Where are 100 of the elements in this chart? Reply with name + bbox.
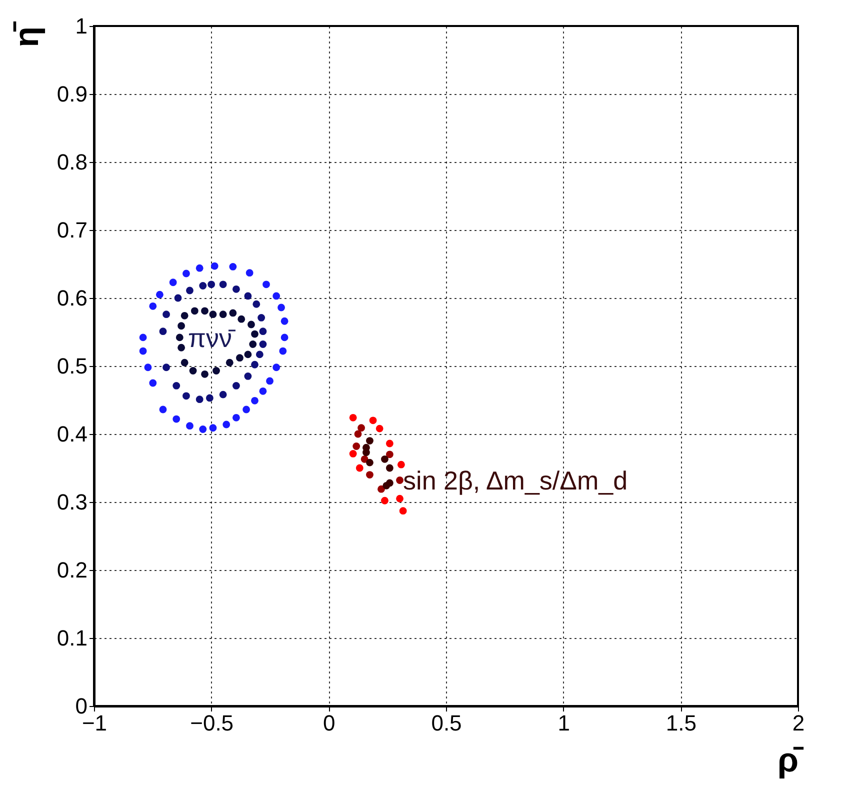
point <box>369 416 377 424</box>
point <box>209 424 217 432</box>
point <box>258 314 266 322</box>
point <box>349 450 357 458</box>
point <box>378 485 385 493</box>
point <box>172 382 180 390</box>
point <box>251 360 258 368</box>
point <box>196 396 204 404</box>
y-tick-label: 0.5 <box>56 354 88 378</box>
point <box>396 476 404 484</box>
x-tick-label: 1.5 <box>666 710 696 736</box>
point <box>174 294 182 302</box>
point <box>229 309 237 317</box>
y-tick-label: 0.8 <box>56 150 88 174</box>
x-tick-label: 0 <box>323 710 336 736</box>
point <box>362 448 370 456</box>
point <box>180 312 188 320</box>
point <box>242 406 250 414</box>
annotation: πνν̄ <box>188 323 236 353</box>
point <box>178 322 186 330</box>
point <box>172 415 180 423</box>
y-axis-title: η̄ <box>8 20 46 48</box>
point <box>366 458 374 466</box>
point <box>386 440 394 448</box>
point <box>212 367 220 374</box>
point <box>352 442 360 450</box>
point <box>232 382 240 390</box>
point <box>272 292 280 300</box>
point <box>360 455 368 463</box>
y-tick-label: 0 <box>75 694 88 718</box>
point <box>399 507 407 515</box>
point <box>280 334 288 342</box>
point <box>266 377 274 385</box>
point <box>219 310 227 318</box>
point <box>248 320 255 328</box>
point <box>279 347 287 355</box>
point <box>358 424 365 432</box>
point <box>354 430 362 438</box>
point <box>180 358 188 366</box>
y-tick-label: 0.3 <box>56 490 88 514</box>
point <box>189 367 197 374</box>
point <box>176 334 184 342</box>
point <box>201 370 208 378</box>
point <box>144 364 152 372</box>
point <box>169 278 177 286</box>
point <box>251 396 258 404</box>
point <box>251 330 258 338</box>
point <box>382 482 390 490</box>
point <box>210 262 218 270</box>
point <box>236 354 244 362</box>
y-tick-label: 0.7 <box>56 218 88 242</box>
point <box>249 340 257 348</box>
point <box>381 455 388 463</box>
point <box>226 358 234 366</box>
point <box>244 350 252 358</box>
point <box>376 424 384 432</box>
x-tick-label: 0.5 <box>431 710 462 736</box>
point <box>366 437 374 444</box>
point <box>397 460 405 468</box>
point <box>199 282 207 290</box>
point <box>208 280 216 288</box>
point <box>139 347 147 355</box>
point <box>182 270 190 278</box>
point <box>199 426 207 433</box>
point <box>186 286 194 294</box>
point <box>139 334 147 342</box>
point <box>238 315 246 323</box>
y-tick-label: 0.2 <box>56 558 88 582</box>
point <box>262 280 270 288</box>
point <box>396 494 404 502</box>
x-tick-label: 2 <box>792 710 805 736</box>
point <box>366 471 374 478</box>
point <box>259 340 267 348</box>
point <box>186 422 194 430</box>
point <box>280 317 288 325</box>
point <box>386 464 394 472</box>
annotation: sin 2β, Δm_s/Δm_d <box>403 466 628 496</box>
point <box>159 406 167 414</box>
point <box>209 310 217 318</box>
point <box>201 307 208 315</box>
point <box>162 364 170 372</box>
point <box>232 285 240 293</box>
y-tick-label: 0.4 <box>56 422 88 446</box>
point <box>232 414 240 422</box>
point <box>156 290 164 298</box>
x-tick-label: 1 <box>558 710 570 736</box>
point <box>272 364 280 372</box>
point <box>162 310 170 318</box>
point <box>159 328 167 336</box>
x-axis-title: ρ̄ <box>777 742 804 780</box>
x-tick-label: −0.5 <box>190 710 234 736</box>
point <box>219 390 227 398</box>
point <box>252 300 260 308</box>
point <box>149 302 157 310</box>
point <box>349 414 357 422</box>
point <box>229 263 237 270</box>
point <box>259 387 267 395</box>
y-tick-label: 0.1 <box>56 626 88 650</box>
point <box>259 328 267 336</box>
point <box>278 304 285 312</box>
